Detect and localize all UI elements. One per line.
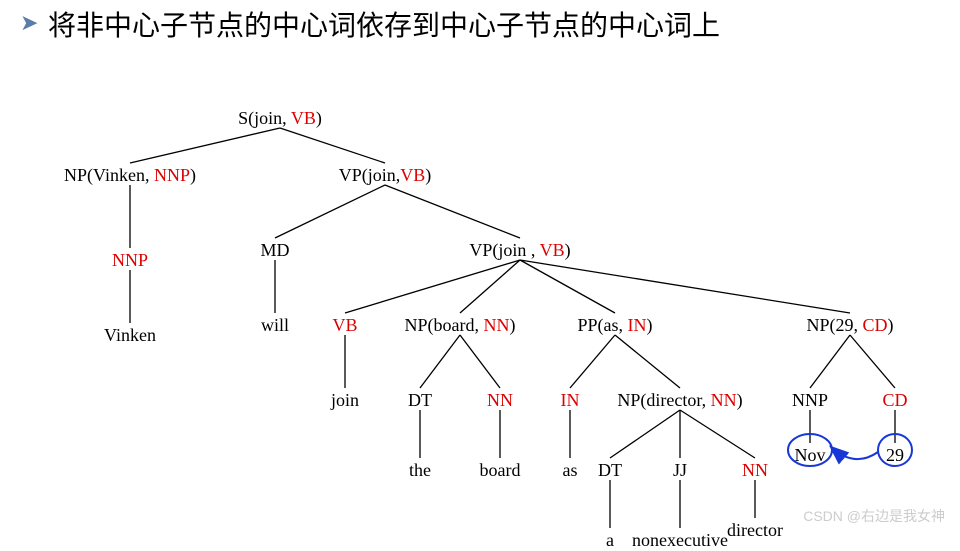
- tree-node-NP3: NP(director, NN): [617, 390, 742, 411]
- tree-node-NNP2: NNP: [792, 390, 828, 411]
- tree-node-MD: MD: [260, 240, 289, 261]
- tree-node-board: board: [480, 460, 521, 481]
- tree-node-DT2: DT: [598, 460, 622, 481]
- tree-node-nonexec: nonexecutive: [632, 530, 728, 551]
- tree-node-JJ: JJ: [673, 460, 687, 481]
- tree-node-NP4: NP(29, CD): [806, 315, 893, 336]
- tree-node-PP: PP(as, IN): [577, 315, 652, 336]
- tree-node-NN1: NN: [487, 390, 513, 411]
- page-title: 将非中心子节点的中心词依存到中心子节点的中心词上: [48, 8, 928, 46]
- tree-node-VP2: VP(join , VB): [469, 240, 570, 261]
- tree-node-DT1: DT: [408, 390, 432, 411]
- tree-node-NP2: NP(board, NN): [405, 315, 516, 336]
- tree-node-will: will: [261, 315, 289, 336]
- tree-node-director: director: [727, 520, 783, 541]
- tree-node-join: join: [331, 390, 359, 411]
- tree-node-Nov: Nov: [795, 445, 826, 466]
- tree-node-the: the: [409, 460, 431, 481]
- tree-node-NP1: NP(Vinken, NNP): [64, 165, 196, 186]
- parse-tree-diagram: S(join, VB)NP(Vinken, NNP)VP(join,VB)NNP…: [0, 90, 960, 544]
- tree-node-VP1: VP(join,VB): [339, 165, 432, 186]
- tree-node-as: as: [563, 460, 578, 481]
- watermark: CSDN @右边是我女神: [803, 506, 945, 526]
- tree-node-Vinken: Vinken: [104, 325, 156, 346]
- tree-node-VB: VB: [332, 315, 357, 336]
- bullet-icon: ➤: [20, 10, 38, 36]
- tree-node-CD: CD: [882, 390, 907, 411]
- tree-node-NN2: NN: [742, 460, 768, 481]
- tree-node-NNP1: NNP: [112, 250, 148, 271]
- tree-node-29: 29: [886, 445, 904, 466]
- tree-node-a: a: [606, 530, 614, 551]
- tree-node-IN: IN: [561, 390, 580, 411]
- tree-node-S: S(join, VB): [238, 108, 322, 129]
